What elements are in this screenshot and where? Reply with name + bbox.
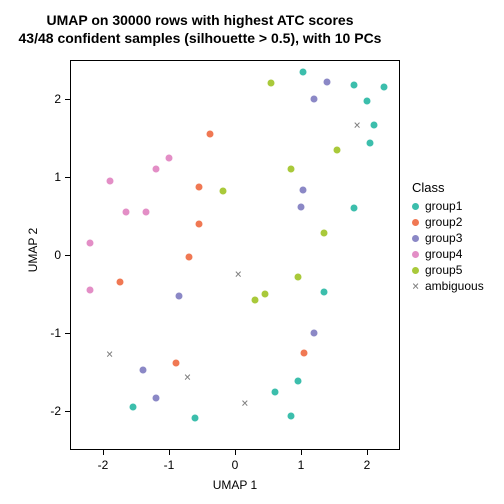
chart-title-line2: 43/48 confident samples (silhouette > 0.… (0, 30, 400, 47)
scatter-point (206, 131, 213, 138)
scatter-point (324, 78, 331, 85)
scatter-point (370, 121, 377, 128)
x-tick-label: 0 (232, 458, 239, 472)
x-tick-label: -1 (164, 458, 175, 472)
y-tick-label: 2 (41, 92, 61, 106)
y-axis-label: UMAP 2 (26, 220, 40, 280)
legend-item: group4 (412, 247, 484, 261)
x-axis-label: UMAP 1 (70, 478, 400, 492)
legend-swatch-icon (412, 219, 419, 226)
scatter-point-ambiguous: × (106, 348, 113, 360)
scatter-point (380, 84, 387, 91)
scatter-point (299, 187, 306, 194)
x-tick-mark (235, 450, 236, 455)
scatter-point (195, 184, 202, 191)
scatter-point (311, 96, 318, 103)
scatter-point (294, 273, 301, 280)
legend-swatch-icon (412, 251, 419, 258)
legend-title: Class (412, 180, 484, 195)
scatter-point (116, 279, 123, 286)
scatter-point (350, 205, 357, 212)
scatter-point (139, 367, 146, 374)
scatter-point (142, 209, 149, 216)
scatter-point (364, 97, 371, 104)
scatter-point (195, 220, 202, 227)
legend: Class group1 group2 group3 group4 group5 × amb… (412, 180, 484, 295)
scatter-point (334, 146, 341, 153)
x-tick-label: 2 (364, 458, 371, 472)
y-tick-label: 1 (41, 170, 61, 184)
scatter-point (299, 68, 306, 75)
scatter-point (288, 413, 295, 420)
y-tick-label: 0 (41, 248, 61, 262)
scatter-point (86, 287, 93, 294)
x-tick-mark (103, 450, 104, 455)
scatter-point-ambiguous: × (353, 119, 360, 131)
x-tick-mark (367, 450, 368, 455)
x-tick-label: 1 (298, 458, 305, 472)
legend-swatch-icon (412, 267, 419, 274)
legend-item: group5 (412, 263, 484, 277)
legend-item: group2 (412, 215, 484, 229)
scatter-point (301, 349, 308, 356)
scatter-point-ambiguous: × (184, 371, 191, 383)
scatter-point (311, 330, 318, 337)
scatter-point (185, 254, 192, 261)
x-tick-label: -2 (98, 458, 109, 472)
y-tick-label: -2 (41, 404, 61, 418)
y-tick-mark (65, 255, 70, 256)
scatter-point (175, 293, 182, 300)
scatter-point (268, 80, 275, 87)
scatter-point (321, 230, 328, 237)
scatter-point (294, 378, 301, 385)
scatter-point (152, 166, 159, 173)
scatter-point (106, 177, 113, 184)
legend-item: group3 (412, 231, 484, 245)
scatter-point (271, 388, 278, 395)
y-tick-mark (65, 333, 70, 334)
scatter-point (192, 415, 199, 422)
y-tick-mark (65, 99, 70, 100)
legend-item-label: group4 (425, 247, 462, 261)
scatter-point (129, 404, 136, 411)
figure: UMAP on 30000 rows with highest ATC scor… (0, 0, 504, 504)
legend-item-label: group2 (425, 215, 462, 229)
y-tick-mark (65, 411, 70, 412)
chart-title-line1: UMAP on 30000 rows with highest ATC scor… (0, 12, 400, 29)
x-tick-mark (301, 450, 302, 455)
scatter-point (288, 166, 295, 173)
legend-swatch-icon (412, 203, 419, 210)
scatter-point (86, 240, 93, 247)
scatter-point (172, 359, 179, 366)
scatter-point (321, 289, 328, 296)
scatter-point (251, 297, 258, 304)
scatter-point-ambiguous: × (241, 397, 248, 409)
legend-item: group1 (412, 199, 484, 213)
scatter-point-ambiguous: × (235, 268, 242, 280)
scatter-point (367, 140, 374, 147)
legend-item-label: group3 (425, 231, 462, 245)
legend-item: × ambiguous (412, 279, 484, 293)
scatter-point (350, 81, 357, 88)
y-tick-label: -1 (41, 326, 61, 340)
y-tick-mark (65, 177, 70, 178)
scatter-point (152, 394, 159, 401)
scatter-point (298, 203, 305, 210)
legend-item-label: ambiguous (425, 279, 484, 293)
x-tick-mark (169, 450, 170, 455)
legend-swatch-x-icon: × (412, 279, 419, 293)
legend-item-label: group1 (425, 199, 462, 213)
scatter-point (261, 291, 268, 298)
scatter-point (123, 209, 130, 216)
scatter-point (166, 154, 173, 161)
legend-item-label: group5 (425, 263, 462, 277)
scatter-point (220, 188, 227, 195)
plot-area (70, 60, 400, 450)
legend-swatch-icon (412, 235, 419, 242)
